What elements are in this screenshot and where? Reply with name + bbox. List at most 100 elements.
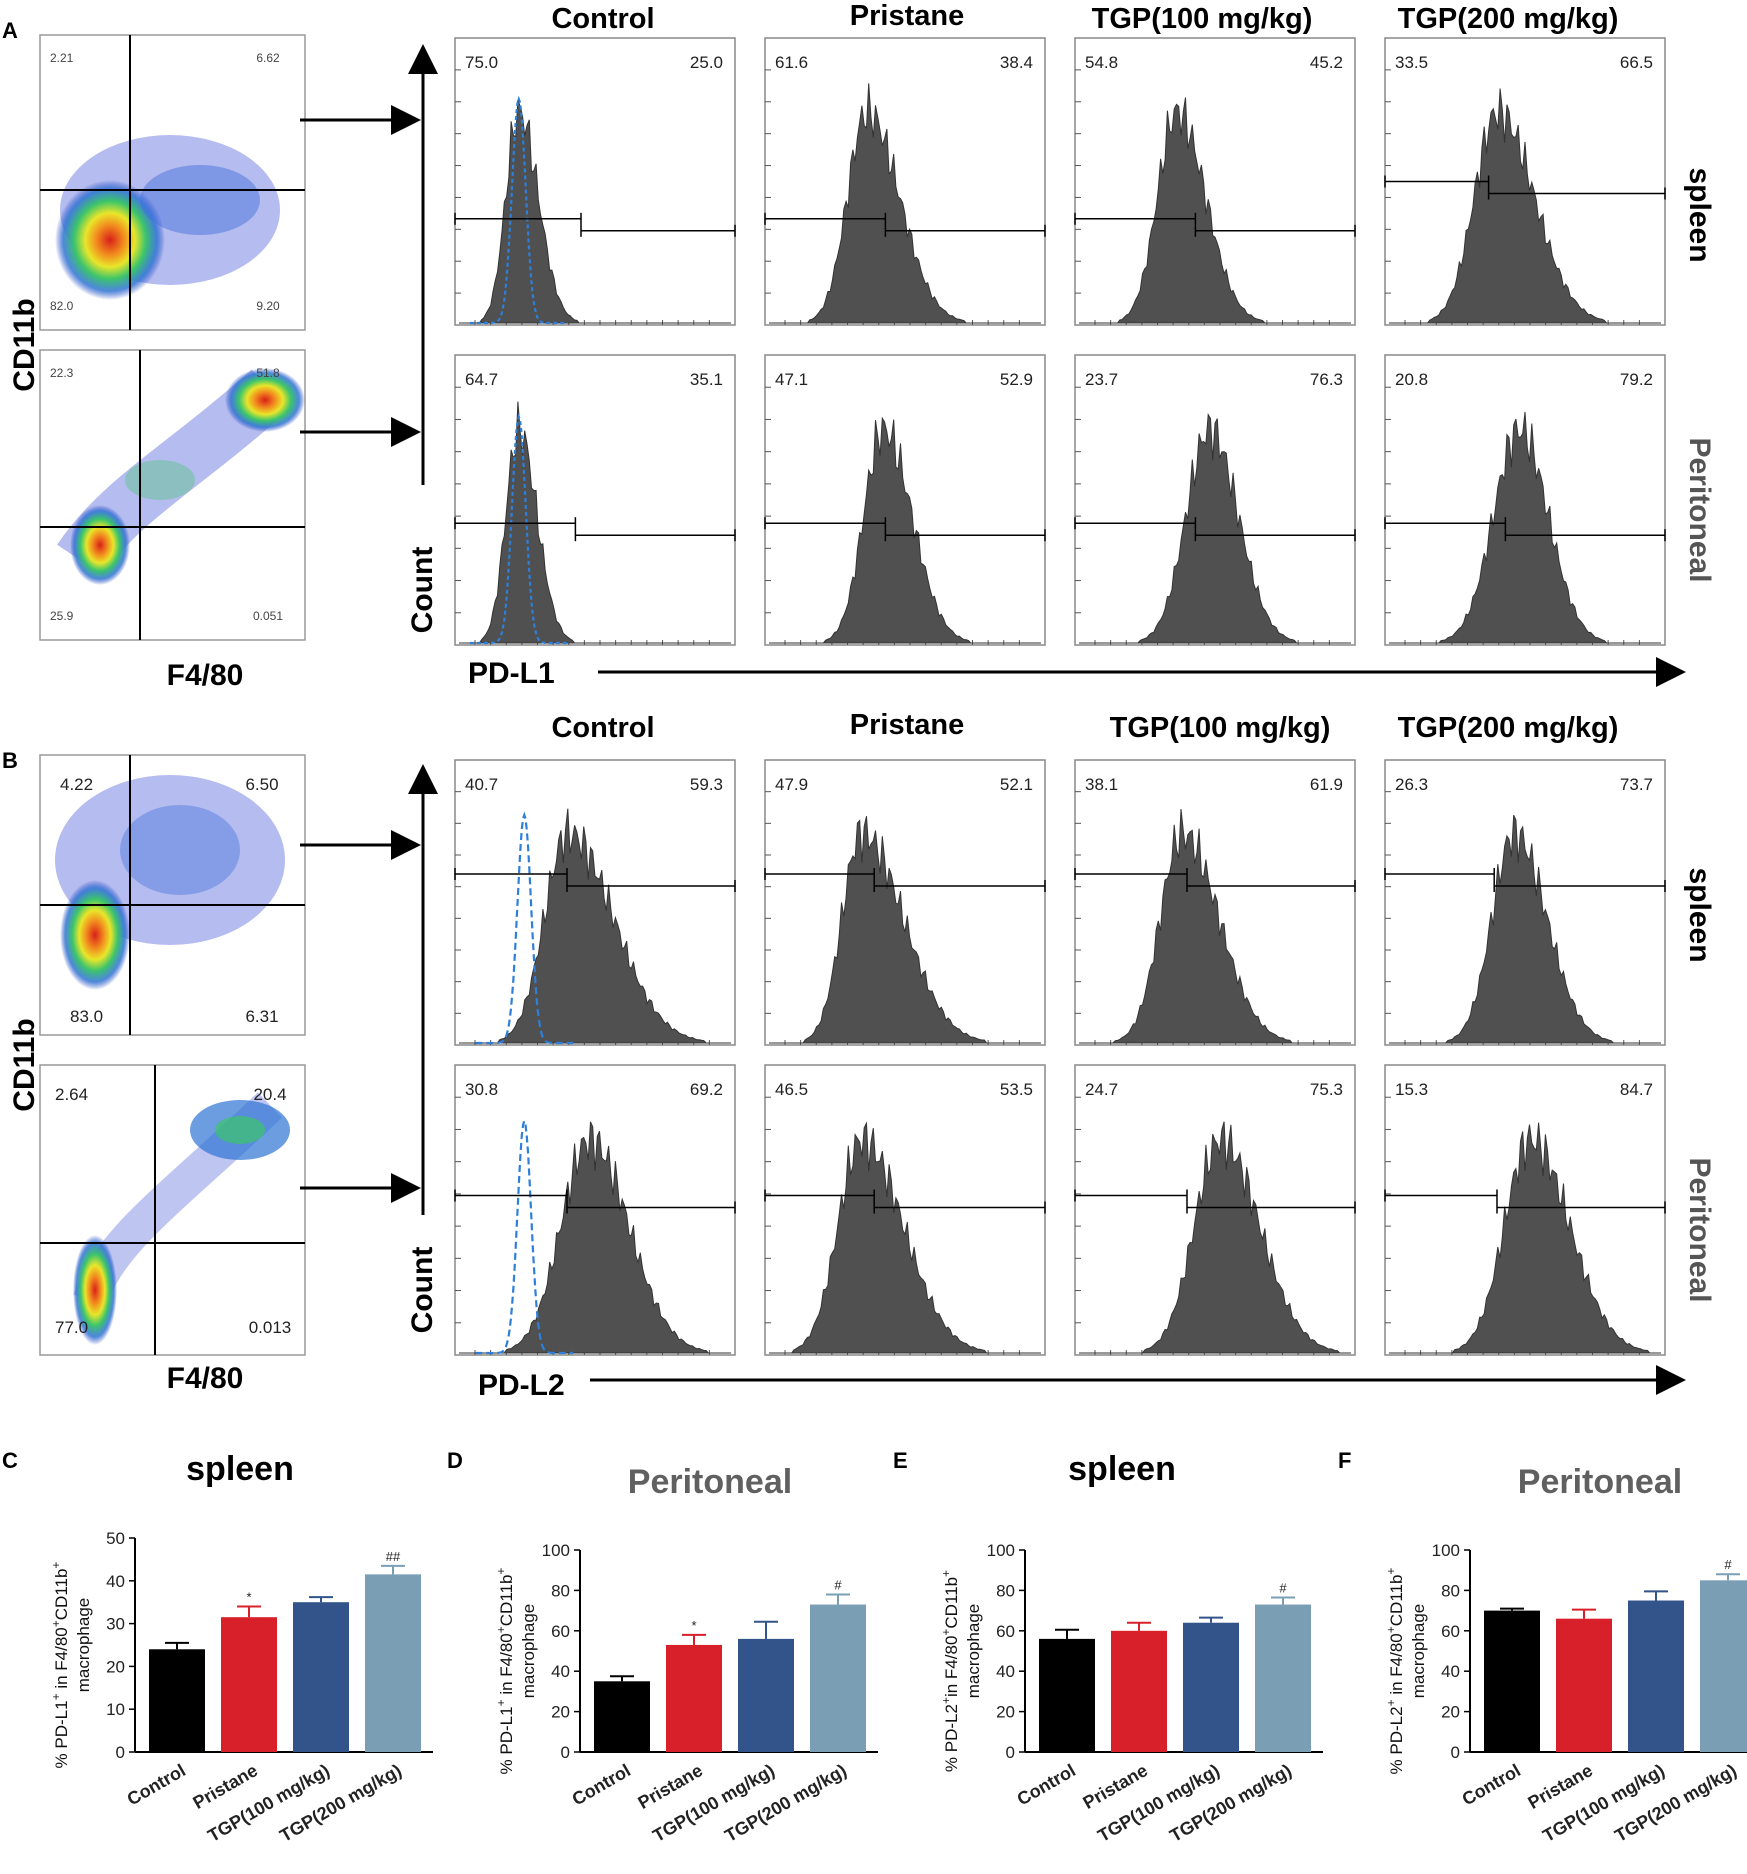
y-axis-label-part: CD11b bbox=[1387, 1575, 1406, 1627]
gate-positive-percent: 53.5 bbox=[1000, 1080, 1033, 1099]
panel-label-a: A bbox=[2, 18, 18, 43]
y-tick-label: 20 bbox=[996, 1703, 1015, 1722]
y-axis-label-part: + bbox=[49, 1693, 63, 1700]
row-label-peritoneal-a: Peritoneal bbox=[1683, 437, 1716, 582]
histogram-fill bbox=[1079, 808, 1351, 1044]
isotype-curve bbox=[475, 1117, 574, 1355]
chart-title: spleen bbox=[186, 1450, 294, 1488]
row-label-spleen-a: spleen bbox=[1683, 167, 1716, 262]
significance-mark: ## bbox=[386, 1549, 401, 1564]
histogram-fill bbox=[459, 401, 731, 644]
histogram-b_spleen-2: 38.1 61.9 bbox=[1074, 759, 1356, 1046]
histogram-b_peritoneal-3: 15.3 84.7 bbox=[1384, 1064, 1666, 1356]
histogram-fill bbox=[769, 416, 1041, 644]
quadrant-ll: 83.0 bbox=[70, 1007, 103, 1026]
y-axis-label: % PD-L2+ in F4/80+CD11b+ bbox=[1384, 1568, 1406, 1775]
y-axis-label-part: in F4/80 bbox=[1387, 1633, 1406, 1699]
histogram-a_spleen-3: 33.5 66.5 bbox=[1384, 37, 1666, 326]
histogram-b_peritoneal-0: 30.8 69.2 bbox=[454, 1064, 736, 1356]
histogram-fill bbox=[459, 99, 731, 324]
bar bbox=[293, 1602, 349, 1752]
y-axis-label-line2: macrophage bbox=[1409, 1604, 1428, 1699]
y-axis-label-part: CD11b bbox=[942, 1577, 961, 1629]
y-axis-label-part: + bbox=[939, 1697, 953, 1704]
histogram-fill bbox=[1389, 411, 1661, 644]
histogram-fill bbox=[1389, 814, 1661, 1044]
quadrant-ll: 25.9 bbox=[50, 609, 74, 623]
quadrant-lr: 9.20 bbox=[256, 299, 280, 313]
bar bbox=[666, 1644, 722, 1752]
y-axis-label-part: + bbox=[1384, 1626, 1398, 1633]
scatter-xlabel-a: F4/80 bbox=[167, 659, 244, 692]
y-axis-label-line2: macrophage bbox=[519, 1604, 538, 1699]
gate-positive-percent: 35.1 bbox=[690, 370, 723, 389]
significance-mark: * bbox=[691, 1618, 696, 1633]
y-tick-label: 60 bbox=[551, 1622, 570, 1641]
gate-positive-percent: 79.2 bbox=[1620, 370, 1653, 389]
quadrant-ul: 4.22 bbox=[60, 775, 93, 794]
gate-negative-percent: 24.7 bbox=[1085, 1080, 1118, 1099]
x-tick-label: Control bbox=[1014, 1760, 1079, 1809]
x-tick-label: TGP(100 mg/kg) bbox=[204, 1760, 333, 1846]
gate-negative-percent: 47.9 bbox=[775, 775, 808, 794]
bar bbox=[1700, 1580, 1747, 1752]
panel-label-b: B bbox=[2, 748, 18, 773]
quadrant-ur: 6.50 bbox=[245, 775, 278, 794]
histogram-a_peritoneal-2: 23.7 76.3 bbox=[1074, 354, 1356, 646]
scatter-a-peritoneal: 22.3 51.8 25.9 0.051 bbox=[39, 349, 306, 641]
histogram-b_peritoneal-2: 24.7 75.3 bbox=[1074, 1064, 1356, 1356]
gate-positive-percent: 45.2 bbox=[1310, 53, 1343, 72]
x-tick-label: TGP(100 mg/kg) bbox=[1539, 1760, 1668, 1846]
y-axis-label-part: + bbox=[1384, 1568, 1398, 1575]
y-axis-label-line2: macrophage bbox=[964, 1604, 983, 1699]
y-tick-label: 40 bbox=[996, 1662, 1015, 1681]
y-tick-label: 20 bbox=[1441, 1703, 1460, 1722]
quadrant-ur: 6.62 bbox=[256, 51, 280, 65]
gate-positive-percent: 52.1 bbox=[1000, 775, 1033, 794]
gate-negative-percent: 46.5 bbox=[775, 1080, 808, 1099]
significance-mark: # bbox=[1279, 1580, 1287, 1595]
gate-positive-percent: 25.0 bbox=[690, 53, 723, 72]
quadrant-ul: 2.21 bbox=[50, 51, 74, 65]
header-pristane: Pristane bbox=[850, 709, 964, 741]
histogram-b_spleen-3: 26.3 73.7 bbox=[1384, 759, 1666, 1046]
histogram-fill bbox=[459, 1121, 731, 1354]
isotype-curve bbox=[475, 811, 574, 1045]
quadrant-ll: 77.0 bbox=[55, 1318, 88, 1337]
header-tgp200: TGP(200 mg/kg) bbox=[1398, 3, 1619, 35]
y-axis-label-part: % PD-L1 bbox=[52, 1700, 71, 1768]
bar bbox=[1111, 1630, 1167, 1752]
y-axis-label: % PD-L2+in F4/80+CD11b+ bbox=[939, 1570, 961, 1772]
histogram-b_peritoneal-1: 46.5 53.5 bbox=[764, 1064, 1046, 1356]
y-tick-label: 10 bbox=[106, 1700, 125, 1719]
gate-positive-percent: 84.7 bbox=[1620, 1080, 1653, 1099]
header-tgp100: TGP(100 mg/kg) bbox=[1110, 712, 1331, 744]
histogram-a_spleen-1: 61.6 38.4 bbox=[764, 37, 1046, 326]
scatter-b-spleen: 4.22 6.50 83.0 6.31 bbox=[39, 754, 306, 1036]
histogram-b_spleen-1: 47.9 52.1 bbox=[764, 759, 1046, 1046]
y-tick-label: 40 bbox=[551, 1662, 570, 1681]
header-control: Control bbox=[551, 3, 654, 35]
gate-negative-percent: 47.1 bbox=[775, 370, 808, 389]
bar bbox=[810, 1604, 866, 1752]
marker-label-b: PD-L2 bbox=[478, 1369, 565, 1402]
gate-negative-percent: 54.8 bbox=[1085, 53, 1118, 72]
gate-negative-percent: 23.7 bbox=[1085, 370, 1118, 389]
gate-negative-percent: 64.7 bbox=[465, 370, 498, 389]
histogram-a_spleen-2: 54.8 45.2 bbox=[1074, 37, 1356, 326]
gate-negative-percent: 33.5 bbox=[1395, 53, 1428, 72]
x-tick-label: TGP(200 mg/kg) bbox=[276, 1760, 405, 1846]
y-tick-label: 100 bbox=[542, 1541, 570, 1560]
histogram-a_spleen-0: 75.0 25.0 bbox=[454, 37, 736, 326]
y-axis-label-part: + bbox=[939, 1570, 953, 1577]
y-axis-label: % PD-L1+ in F4/80+CD11b+ bbox=[494, 1568, 516, 1775]
quadrant-ll: 82.0 bbox=[50, 299, 74, 313]
quadrant-ur: 51.8 bbox=[256, 366, 280, 380]
gate-positive-percent: 73.7 bbox=[1620, 775, 1653, 794]
hist-ylabel-b: Count bbox=[406, 1247, 439, 1334]
y-axis-label-part: in F4/80 bbox=[497, 1633, 516, 1699]
bar bbox=[221, 1617, 277, 1752]
bar bbox=[365, 1574, 421, 1752]
